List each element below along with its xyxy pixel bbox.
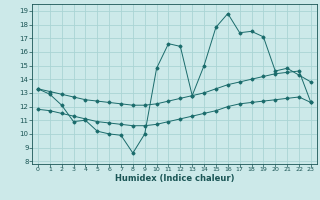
- X-axis label: Humidex (Indice chaleur): Humidex (Indice chaleur): [115, 174, 234, 183]
